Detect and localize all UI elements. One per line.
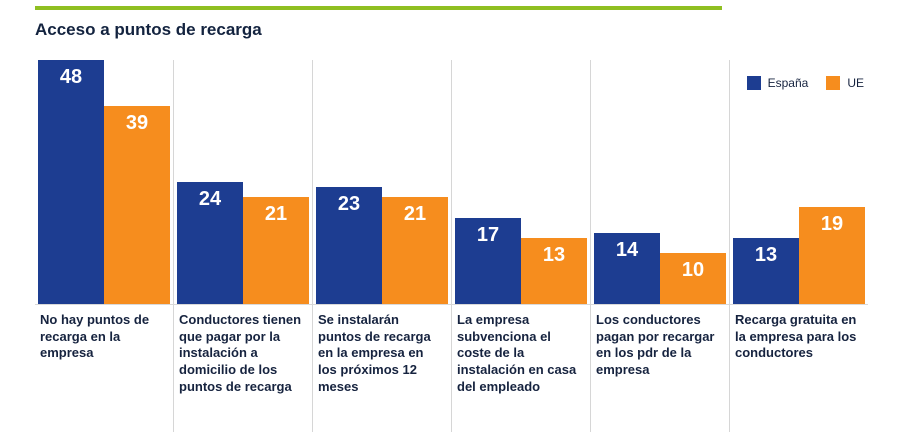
bar-ue: 21 xyxy=(382,197,448,304)
bar-espana: 17 xyxy=(455,217,521,304)
bar-ue: 10 xyxy=(660,253,726,304)
bar-chart: 48 39 No hay puntos de recarga en la empre… xyxy=(35,60,868,432)
category-plot-area: 17 13 xyxy=(452,60,590,305)
value-label: 21 xyxy=(403,203,427,226)
value-label: 13 xyxy=(542,243,566,266)
category-group: 23 21 Se instalarán puntos de recarga en l… xyxy=(313,60,452,432)
chart-title: Acceso a puntos de recarga xyxy=(35,20,262,39)
category-label: La empresa subvenciona el coste de la in… xyxy=(457,312,577,394)
legend-swatch-ue xyxy=(826,76,841,90)
category-label: Los conductores pagan por recargar en lo… xyxy=(596,312,715,377)
category-plot-area: 48 39 xyxy=(35,60,173,305)
bar-ue: 13 xyxy=(521,237,587,304)
category-label: Conductores tienen que pagar por la inst… xyxy=(179,312,302,394)
bar-espana: 48 xyxy=(38,60,104,304)
value-label: 39 xyxy=(125,111,149,134)
value-label: 21 xyxy=(264,203,288,226)
category-group: 17 13 La empresa subvenciona el coste de l… xyxy=(452,60,591,432)
category-plot-area: 23 21 xyxy=(313,60,451,305)
bar-espana: 24 xyxy=(177,182,243,304)
top-accent-line xyxy=(35,6,722,10)
bar-espana: 13 xyxy=(733,237,799,304)
bar-espana: 14 xyxy=(594,232,660,304)
legend-swatch-espana xyxy=(746,76,761,90)
legend-item-ue: UE xyxy=(826,76,864,90)
bar-ue: 21 xyxy=(243,197,309,304)
category-group: 13 19 Recarga gratuita en la empresa para … xyxy=(730,60,868,432)
category-group: 14 10 Los conductores pagan por recargar e… xyxy=(591,60,730,432)
category-group: 24 21 Conductores tienen que pagar por la … xyxy=(174,60,313,432)
value-label: 24 xyxy=(198,188,222,210)
category-plot-area: 13 19 xyxy=(730,60,868,305)
value-label: 10 xyxy=(681,259,705,282)
legend-label: UE xyxy=(847,76,864,90)
category-label: Recarga gratuita en la empresa para los … xyxy=(735,312,857,361)
value-label: 13 xyxy=(754,243,778,266)
category-label: No hay puntos de recarga en la empresa xyxy=(40,312,150,361)
bar-ue: 19 xyxy=(799,207,865,304)
legend-label: España xyxy=(767,76,809,90)
category-plot-area: 14 10 xyxy=(591,60,729,305)
value-label: 48 xyxy=(59,66,83,88)
category-label: Se instalarán puntos de recarga en la em… xyxy=(318,312,431,394)
value-label: 17 xyxy=(476,223,500,246)
legend-item-espana: España xyxy=(746,76,809,90)
chart-legend: España UE xyxy=(746,76,864,90)
value-label: 23 xyxy=(337,193,361,216)
chart-groups: 48 39 No hay puntos de recarga en la empre… xyxy=(35,60,868,432)
category-group: 48 39 No hay puntos de recarga en la empre… xyxy=(35,60,174,432)
category-plot-area: 24 21 xyxy=(174,60,312,305)
bar-ue: 39 xyxy=(104,105,170,304)
value-label: 14 xyxy=(615,238,639,261)
bar-espana: 23 xyxy=(316,187,382,304)
value-label: 19 xyxy=(820,213,844,236)
